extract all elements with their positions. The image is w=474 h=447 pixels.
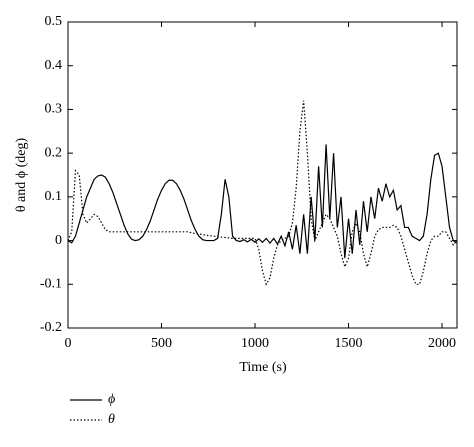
series-line [67, 100, 458, 286]
x-tick-label: 500 [151, 336, 172, 351]
legend-label: ϕ [108, 392, 115, 407]
series-line [67, 144, 458, 259]
x-tick-label: 1000 [241, 336, 269, 351]
y-tick-label: 0.3 [45, 102, 63, 117]
x-tick-label: 0 [65, 336, 72, 351]
y-tick-label: -0.2 [40, 320, 62, 335]
x-axis-label: Time (s) [239, 360, 287, 375]
y-tick-label: 0.1 [45, 189, 63, 204]
x-tick-label: 1500 [335, 336, 363, 351]
y-tick-label: 0 [55, 233, 62, 248]
x-tick-label: 2000 [428, 336, 456, 351]
plot-frame [67, 21, 458, 329]
y-tick-label: 0.2 [45, 145, 63, 160]
y-tick-label: 0.4 [45, 58, 63, 73]
y-tick-label: -0.1 [40, 277, 62, 292]
legend-label: θ [108, 412, 115, 427]
y-axis-label: θ and ϕ (deg) [14, 137, 29, 212]
y-tick-label: 0.5 [45, 14, 63, 29]
